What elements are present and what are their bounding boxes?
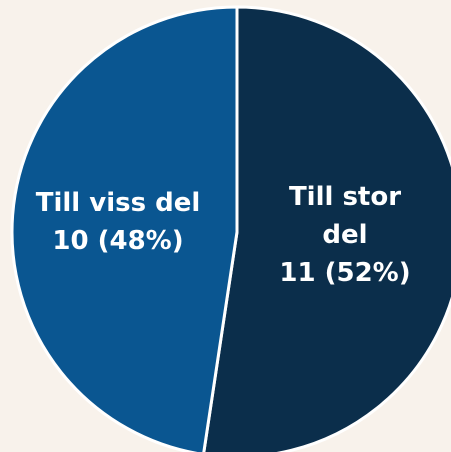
value-label: 11 (52%) (279, 258, 411, 288)
category-label: Till stor del (288, 182, 402, 250)
slice-label: Till stor del 11 (52%) (270, 178, 420, 292)
pie-slice (202, 5, 451, 452)
value-label: 10 (48%) (52, 226, 184, 256)
category-label: Till viss del (35, 188, 201, 218)
slice-label: Till viss del 10 (48%) (18, 184, 218, 260)
pie-slice (10, 5, 239, 452)
